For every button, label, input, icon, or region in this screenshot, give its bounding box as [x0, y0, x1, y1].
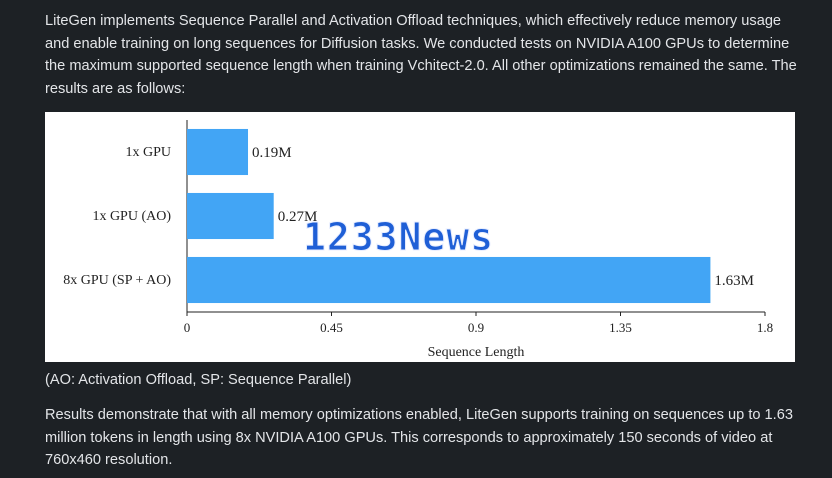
x-tick-label-1: 0.45 [320, 320, 343, 335]
x-axis-title: Sequence Length [428, 345, 525, 360]
x-tick-label-3: 1.35 [609, 320, 632, 335]
results-paragraph: Results demonstrate that with all memory… [45, 407, 793, 468]
x-tick-label-2: 0.9 [468, 320, 484, 335]
x-tick-label-4: 1.8 [757, 320, 773, 335]
bar-2 [187, 256, 711, 304]
chart-svg: 1x GPU 0.19M 1x GPU (AO) 0.27M 8x GPU (SP + … [63, 120, 773, 360]
watermark-logo: 1233News [302, 215, 495, 260]
figure-caption: (AO: Activation Offload, SP: Sequence Pa… [45, 372, 352, 388]
bar-0 [187, 128, 249, 176]
data-label-0: 0.19M [252, 145, 292, 161]
bar-1 [187, 192, 274, 240]
x-tick-label-0: 0 [184, 320, 191, 335]
category-label-1: 1x GPU (AO) [92, 209, 171, 224]
sequence-length-chart: 1x GPU 0.19M 1x GPU (AO) 0.27M 8x GPU (SP + … [45, 112, 795, 362]
category-label-2: 8x GPU (SP + AO) [63, 273, 171, 288]
intro-paragraph: LiteGen implements Sequence Parallel and… [45, 13, 797, 97]
category-label-0: 1x GPU [125, 145, 171, 160]
data-label-1: 0.27M [278, 209, 318, 225]
data-label-2: 1.63M [714, 273, 754, 289]
